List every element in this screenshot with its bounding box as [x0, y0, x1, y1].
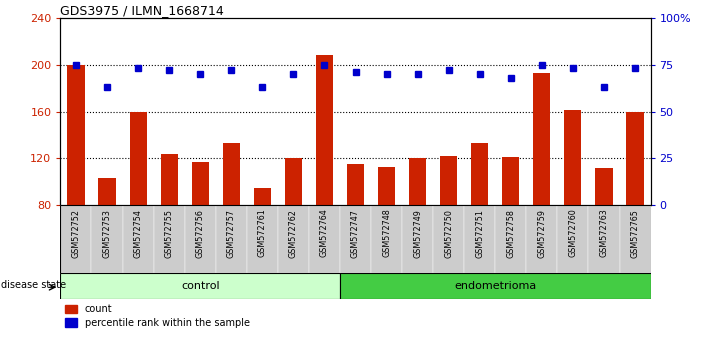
Bar — [254, 188, 271, 205]
Text: GSM572761: GSM572761 — [258, 209, 267, 257]
Bar — [409, 159, 426, 205]
Text: GSM572756: GSM572756 — [196, 209, 205, 258]
Text: GSM572747: GSM572747 — [351, 209, 360, 258]
Text: GSM572749: GSM572749 — [413, 209, 422, 258]
Bar — [557, 205, 589, 273]
Bar — [440, 156, 457, 205]
Bar — [371, 205, 402, 273]
Bar — [60, 205, 92, 273]
Bar — [316, 55, 333, 205]
Text: GSM572762: GSM572762 — [289, 209, 298, 258]
Bar — [347, 164, 364, 205]
Legend: count, percentile rank within the sample: count, percentile rank within the sample — [65, 304, 250, 328]
Bar — [619, 205, 651, 273]
Text: GSM572754: GSM572754 — [134, 209, 143, 258]
Bar — [161, 154, 178, 205]
Bar — [433, 205, 464, 273]
Bar — [154, 205, 185, 273]
Bar — [502, 157, 519, 205]
Bar — [464, 205, 496, 273]
Bar — [185, 205, 215, 273]
Bar — [402, 205, 433, 273]
Bar — [565, 110, 582, 205]
Text: GSM572758: GSM572758 — [506, 209, 515, 258]
Bar — [122, 205, 154, 273]
Bar — [247, 205, 278, 273]
Text: GSM572755: GSM572755 — [165, 209, 173, 258]
Bar — [496, 205, 526, 273]
Text: GSM572763: GSM572763 — [599, 209, 609, 257]
Bar — [60, 273, 340, 299]
Bar — [340, 273, 651, 299]
Text: endometrioma: endometrioma — [454, 281, 536, 291]
Bar — [129, 112, 146, 205]
Text: GSM572751: GSM572751 — [475, 209, 484, 258]
Text: GSM572750: GSM572750 — [444, 209, 453, 258]
Text: GDS3975 / ILMN_1668714: GDS3975 / ILMN_1668714 — [60, 4, 224, 17]
Text: disease state: disease state — [1, 280, 66, 290]
Text: GSM572748: GSM572748 — [382, 209, 391, 257]
Text: GSM572764: GSM572764 — [320, 209, 329, 257]
Bar — [340, 205, 371, 273]
Bar — [378, 167, 395, 205]
Bar — [533, 73, 550, 205]
Bar — [285, 159, 302, 205]
Text: control: control — [181, 281, 220, 291]
Text: GSM572757: GSM572757 — [227, 209, 236, 258]
Bar — [471, 143, 488, 205]
Text: GSM572765: GSM572765 — [631, 209, 639, 258]
Bar — [595, 168, 612, 205]
Bar — [192, 162, 209, 205]
Bar — [223, 143, 240, 205]
Bar — [309, 205, 340, 273]
Text: GSM572760: GSM572760 — [568, 209, 577, 257]
Bar — [626, 112, 643, 205]
Text: GSM572753: GSM572753 — [102, 209, 112, 258]
Bar — [278, 205, 309, 273]
Bar — [68, 65, 85, 205]
Text: GSM572752: GSM572752 — [72, 209, 80, 258]
Bar — [589, 205, 619, 273]
Text: GSM572759: GSM572759 — [538, 209, 546, 258]
Bar — [92, 205, 122, 273]
Bar — [215, 205, 247, 273]
Bar — [526, 205, 557, 273]
Bar — [99, 178, 116, 205]
